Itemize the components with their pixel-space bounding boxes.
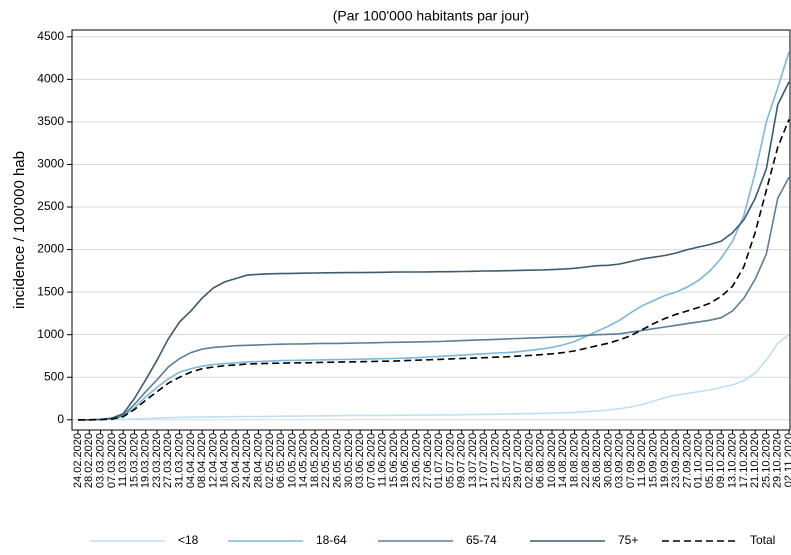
x-tick-label: 20.04.2020	[230, 433, 242, 488]
x-tick-label: 18.05.2020	[309, 433, 321, 488]
legend-label: 75+	[618, 533, 638, 547]
x-tick-label: 25.10.2020	[760, 433, 772, 488]
x-tick-label: 06.08.2020	[535, 433, 547, 488]
x-tick-label: 11.09.2020	[636, 433, 648, 487]
x-tick-label: 19.03.2020	[140, 433, 152, 488]
y-tick-label: 1500	[37, 284, 64, 298]
x-tick-label: 29.10.2020	[772, 433, 784, 488]
x-tick-label: 23.09.2020	[670, 433, 682, 488]
x-tick-label: 08.04.2020	[196, 433, 208, 488]
x-tick-label: 07.09.2020	[625, 433, 637, 488]
x-tick-label: 07.06.2020	[365, 433, 377, 488]
y-tick-label: 4500	[37, 29, 64, 43]
x-tick-label: 23.03.2020	[151, 433, 163, 488]
x-tick-label: 27.06.2020	[422, 433, 434, 488]
x-tick-label: 04.04.2020	[185, 433, 197, 488]
x-tick-label: 27.03.2020	[162, 433, 174, 488]
x-tick-label: 21.07.2020	[489, 433, 501, 488]
y-axis-label: incidence / 100'000 hab	[11, 151, 28, 309]
y-tick-label: 0	[57, 412, 64, 426]
x-tick-label: 24.04.2020	[241, 433, 253, 488]
y-tick-label: 3500	[37, 114, 64, 128]
x-tick-label: 17.07.2020	[478, 433, 490, 488]
x-tick-label: 30.05.2020	[343, 433, 355, 488]
x-tick-label: 24.02.2020	[72, 433, 84, 488]
x-tick-label: 19.09.2020	[659, 433, 671, 488]
x-tick-label: 02.05.2020	[264, 433, 276, 488]
x-tick-label: 02.08.2020	[523, 433, 535, 488]
x-tick-label: 03.03.2020	[94, 433, 106, 488]
x-tick-label: 09.10.2020	[715, 433, 727, 488]
x-tick-label: 29.07.2020	[512, 433, 524, 488]
x-tick-label: 11.06.2020	[377, 433, 389, 487]
series-line	[78, 51, 790, 421]
plot-frame	[71, 29, 791, 431]
y-tick-label: 4000	[37, 72, 64, 86]
y-tick-label: 2500	[37, 199, 64, 213]
series-line	[78, 176, 790, 421]
x-tick-label: 11.03.2020	[117, 433, 129, 487]
x-tick-label: 02.11.2020	[783, 433, 791, 487]
x-tick-label: 22.08.2020	[580, 433, 592, 488]
y-tick-label: 500	[44, 369, 64, 383]
x-tick-label: 31.03.2020	[173, 433, 185, 488]
x-tick-label: 23.06.2020	[410, 433, 422, 488]
x-tick-label: 22.05.2020	[320, 433, 332, 488]
x-tick-label: 01.07.2020	[433, 433, 445, 488]
y-tick-label: 3000	[37, 157, 64, 171]
x-tick-label: 06.05.2020	[275, 433, 287, 488]
x-tick-label: 28.02.2020	[83, 433, 95, 488]
x-tick-label: 15.06.2020	[388, 433, 400, 488]
x-tick-label: 21.10.2020	[749, 433, 761, 488]
series-line	[78, 81, 790, 421]
x-tick-label: 15.03.2020	[128, 433, 140, 488]
series-line	[78, 119, 790, 421]
x-tick-label: 13.07.2020	[467, 433, 479, 488]
x-tick-label: 26.08.2020	[591, 433, 603, 488]
x-tick-label: 17.10.2020	[738, 433, 750, 488]
x-tick-label: 03.09.2020	[614, 433, 626, 488]
x-tick-label: 26.05.2020	[331, 433, 343, 488]
series-line	[78, 334, 790, 421]
legend-label: 18-64	[316, 533, 347, 547]
x-tick-label: 01.10.2020	[693, 433, 705, 488]
x-tick-label: 25.07.2020	[501, 433, 513, 488]
x-tick-label: 10.05.2020	[286, 433, 298, 488]
legend-label: 65-74	[466, 533, 497, 547]
x-tick-label: 27.09.2020	[681, 433, 693, 488]
x-tick-label: 30.08.2020	[602, 433, 614, 488]
x-tick-label: 19.06.2020	[399, 433, 411, 488]
y-tick-label: 2000	[37, 242, 64, 256]
legend-label: Total	[750, 533, 775, 547]
x-tick-label: 03.06.2020	[354, 433, 366, 488]
y-tick-label: 1000	[37, 327, 64, 341]
x-tick-label: 07.03.2020	[106, 433, 118, 488]
chart-title: (Par 100'000 habitants par jour)	[333, 8, 529, 24]
x-tick-label: 10.08.2020	[546, 433, 558, 488]
x-tick-label: 16.04.2020	[219, 433, 231, 488]
x-tick-label: 12.04.2020	[207, 433, 219, 488]
x-tick-label: 05.10.2020	[704, 433, 716, 488]
x-tick-label: 05.07.2020	[444, 433, 456, 488]
legend-label: <18	[178, 533, 199, 547]
x-tick-label: 15.09.2020	[647, 433, 659, 488]
x-tick-label: 13.10.2020	[726, 433, 738, 488]
x-tick-label: 14.05.2020	[298, 433, 310, 488]
x-tick-label: 09.07.2020	[456, 433, 468, 488]
x-tick-label: 18.08.2020	[568, 433, 580, 488]
x-tick-label: 14.08.2020	[557, 433, 569, 488]
x-tick-label: 28.04.2020	[252, 433, 264, 488]
